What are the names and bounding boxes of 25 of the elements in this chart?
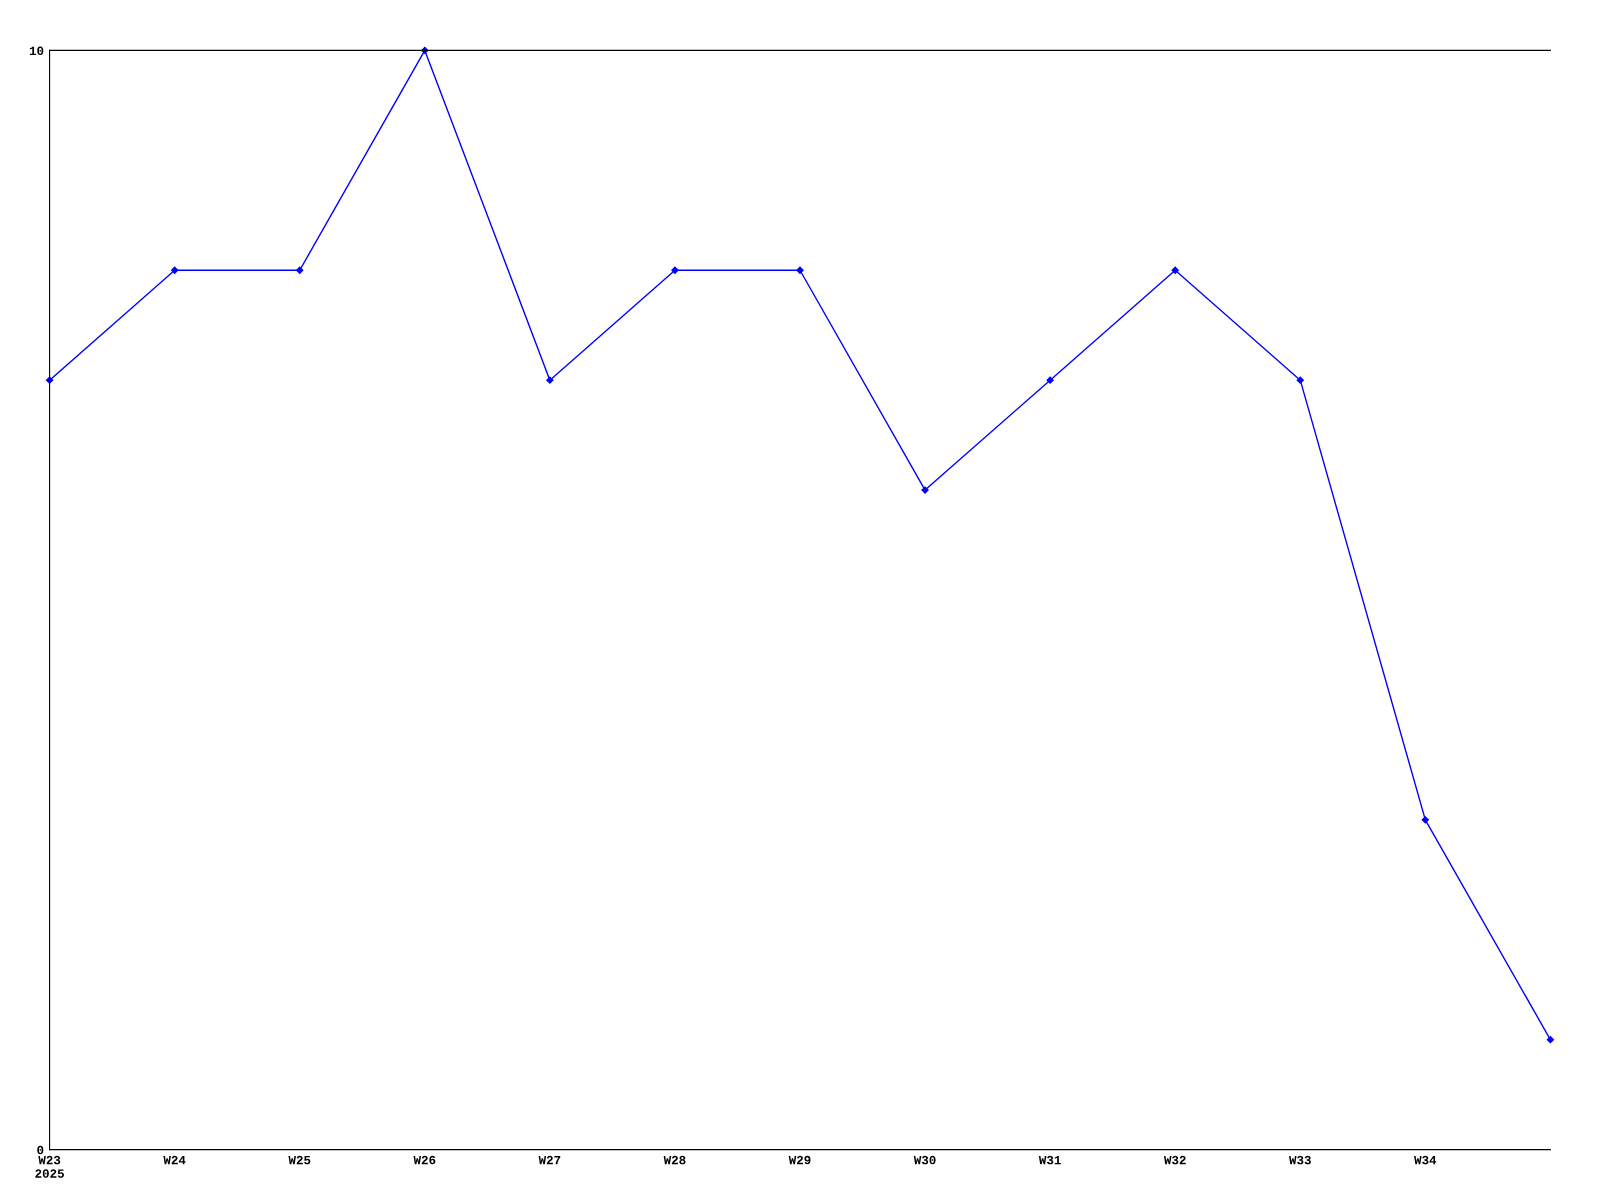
x-tick-label: W33 <box>1289 1155 1311 1165</box>
point <box>796 266 804 274</box>
x-tick-label: W28 <box>663 1155 686 1165</box>
point <box>671 266 679 274</box>
point <box>546 376 554 384</box>
point <box>296 266 304 274</box>
x-tick-label: W23 2025 <box>35 1155 64 1178</box>
x-tick-label: W34 <box>1414 1155 1437 1165</box>
x-tick-label: W31 <box>1038 1155 1061 1165</box>
x-tick-label: W25 <box>288 1155 311 1165</box>
x-tick-label: W24 <box>163 1155 186 1165</box>
x-tick-label: W27 <box>538 1155 561 1165</box>
y-tick-label: 0 <box>37 1145 44 1155</box>
x-tick-label: W32 <box>1163 1155 1186 1165</box>
point <box>1546 1036 1555 1044</box>
point <box>1171 266 1179 274</box>
point <box>171 266 179 274</box>
point <box>921 486 929 494</box>
point <box>1046 376 1054 384</box>
point <box>1296 376 1304 384</box>
point <box>1421 816 1429 824</box>
y-tick-label: 10 <box>29 46 44 56</box>
x-tick-label: W29 <box>788 1155 811 1165</box>
x-tick-label: W26 <box>413 1155 436 1165</box>
x-tick-label: W30 <box>913 1155 936 1165</box>
